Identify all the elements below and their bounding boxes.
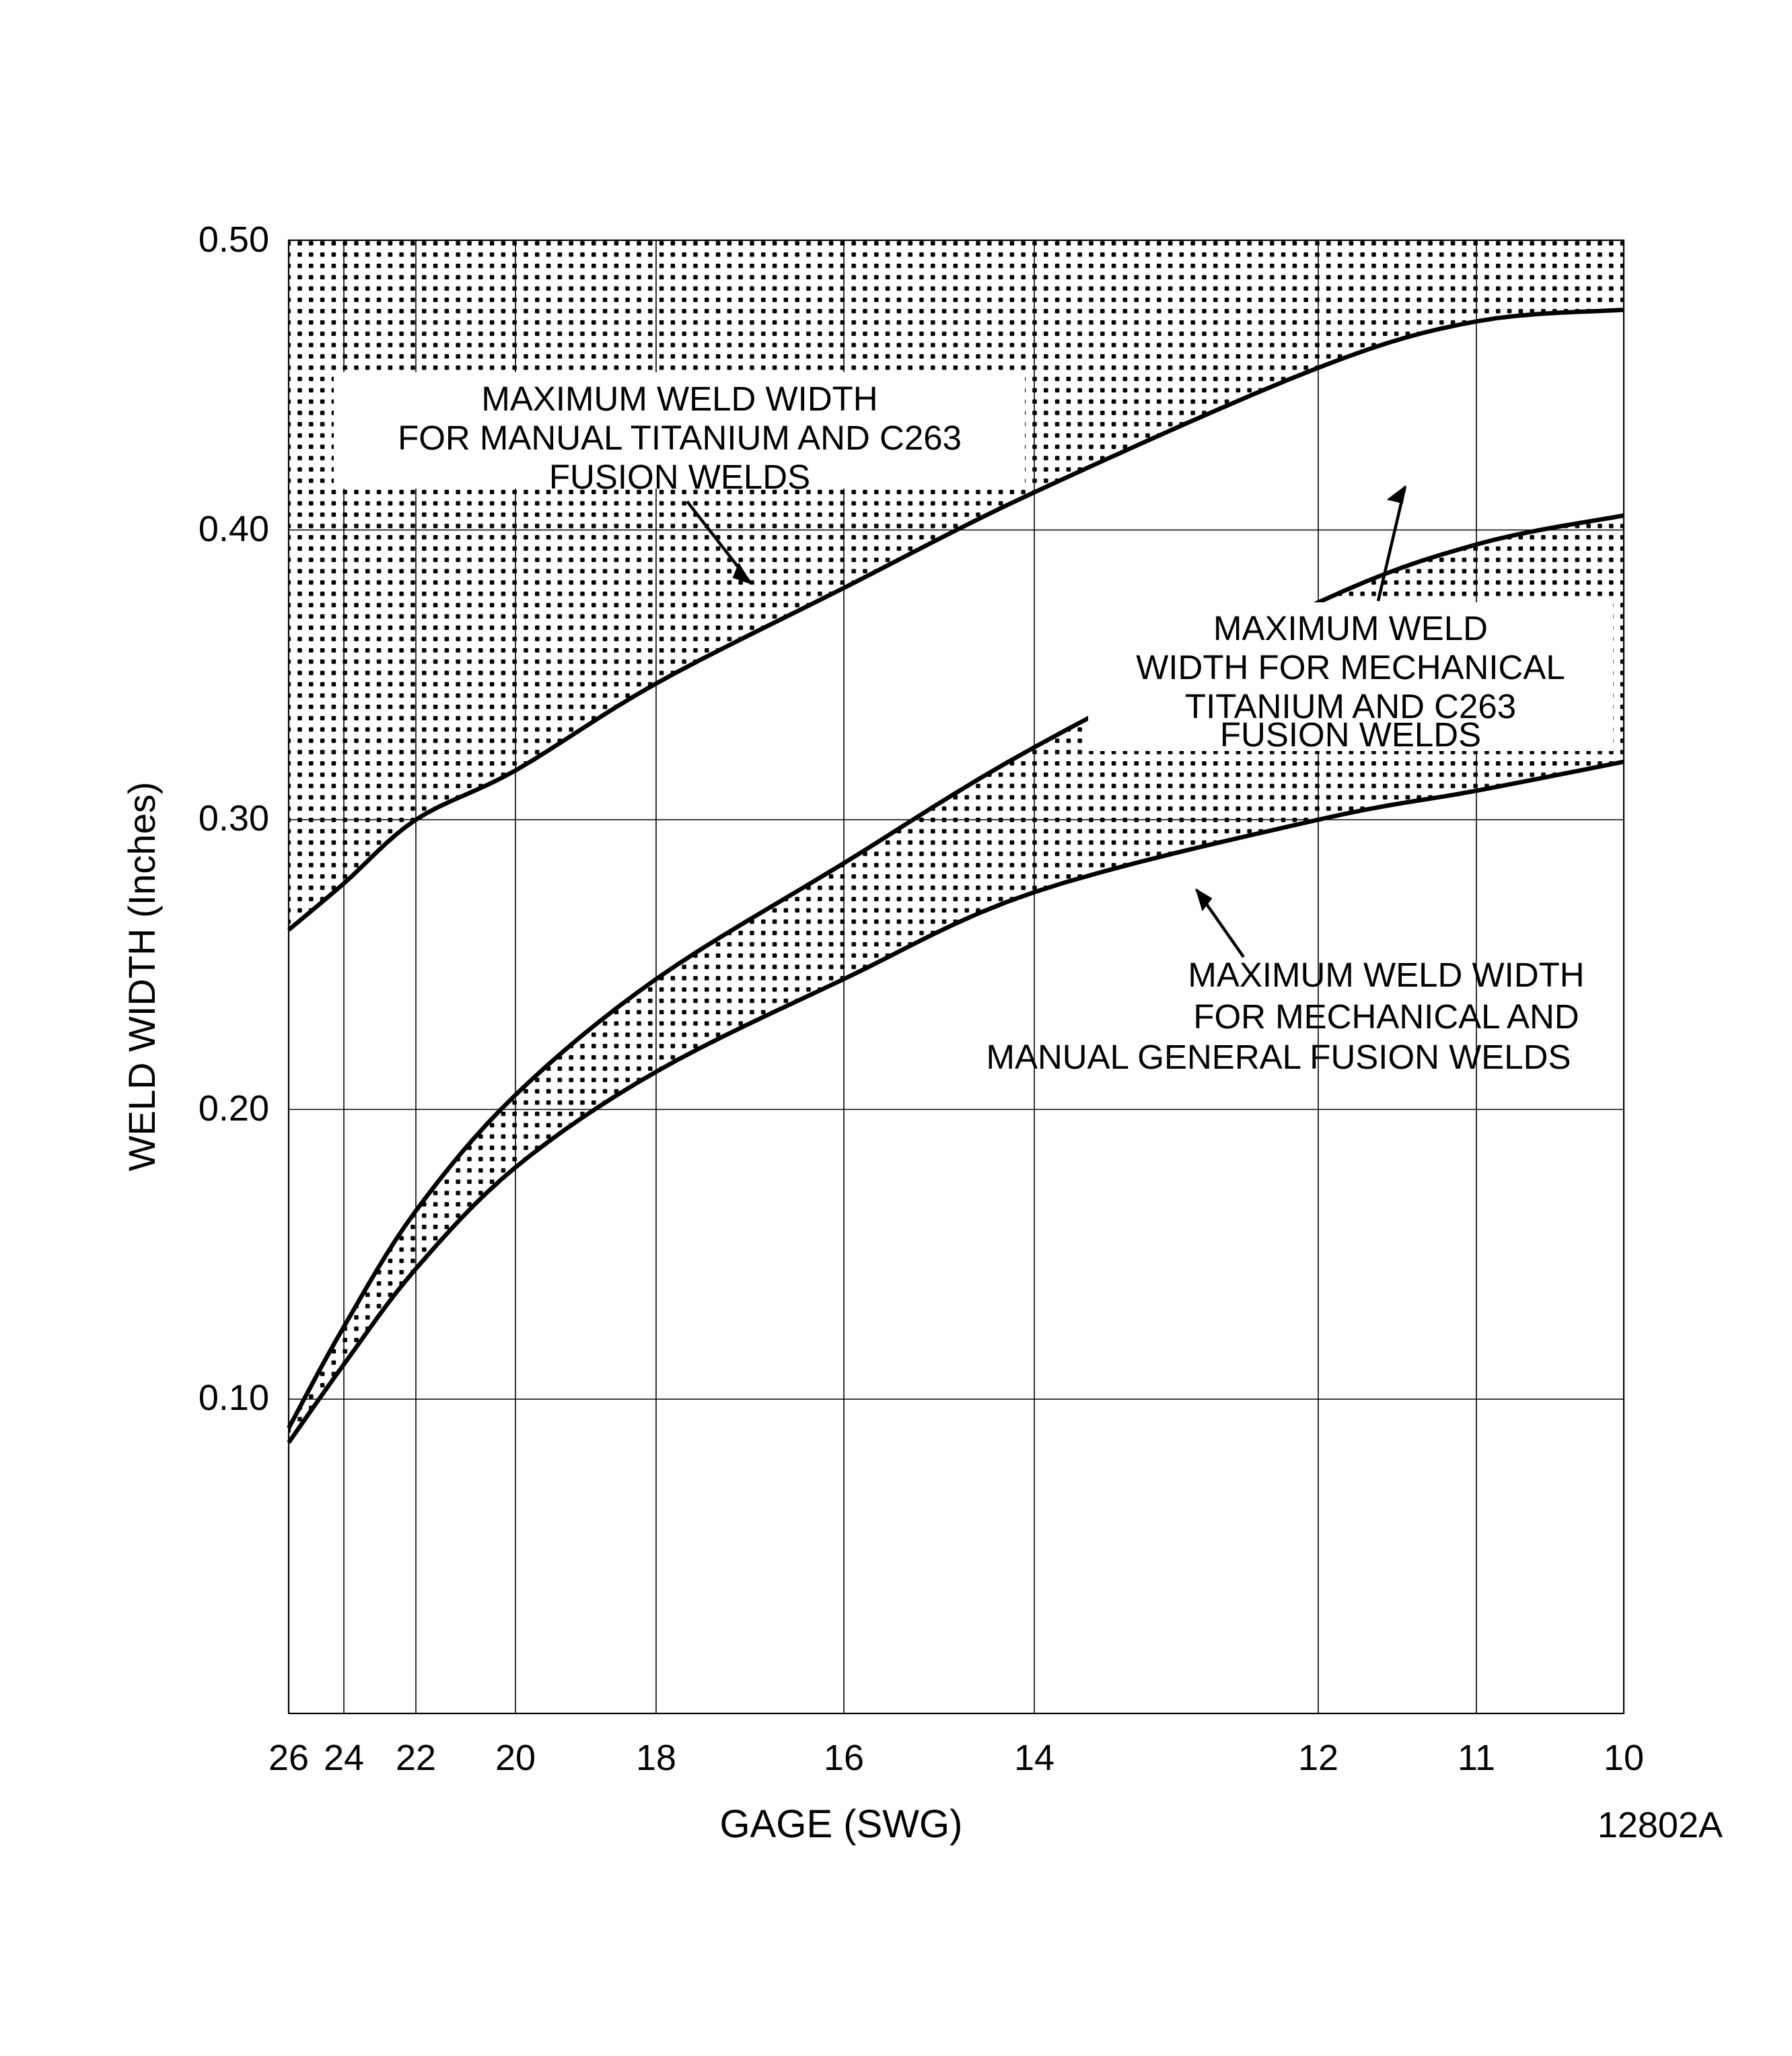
svg-text:12: 12 — [1298, 1738, 1338, 1778]
svg-text:0.20: 0.20 — [199, 1088, 269, 1129]
svg-text:0.10: 0.10 — [199, 1378, 269, 1418]
svg-text:24: 24 — [324, 1738, 364, 1778]
svg-text:FOR MANUAL TITANIUM AND C263: FOR MANUAL TITANIUM AND C263 — [398, 419, 962, 457]
svg-text:FUSION WELDS: FUSION WELDS — [1220, 715, 1481, 754]
svg-text:0.40: 0.40 — [199, 509, 269, 549]
svg-text:0.30: 0.30 — [199, 798, 269, 839]
svg-text:18: 18 — [636, 1738, 676, 1778]
svg-text:MAXIMUM WELD WIDTH: MAXIMUM WELD WIDTH — [1188, 956, 1584, 994]
svg-text:FUSION WELDS: FUSION WELDS — [549, 458, 810, 496]
svg-text:MANUAL GENERAL FUSION WELDS: MANUAL GENERAL FUSION WELDS — [986, 1038, 1571, 1076]
svg-text:14: 14 — [1014, 1738, 1054, 1778]
svg-text:26: 26 — [268, 1738, 309, 1778]
svg-text:FOR MECHANICAL AND: FOR MECHANICAL AND — [1193, 997, 1579, 1036]
svg-text:MAXIMUM WELD: MAXIMUM WELD — [1213, 609, 1488, 647]
svg-text:11: 11 — [1458, 1738, 1495, 1778]
svg-text:WIDTH FOR MECHANICAL: WIDTH FOR MECHANICAL — [1136, 648, 1565, 686]
svg-text:22: 22 — [396, 1738, 436, 1778]
svg-text:16: 16 — [824, 1738, 864, 1778]
svg-text:10: 10 — [1604, 1738, 1644, 1778]
svg-text:MAXIMUM WELD WIDTH: MAXIMUM WELD WIDTH — [481, 380, 877, 418]
svg-text:GAGE (SWG): GAGE (SWG) — [720, 1802, 963, 1846]
svg-text:WELD WIDTH (Inches): WELD WIDTH (Inches) — [120, 782, 163, 1172]
svg-text:20: 20 — [495, 1738, 536, 1778]
svg-text:12802A: 12802A — [1598, 1805, 1723, 1845]
svg-text:0.50: 0.50 — [199, 219, 269, 260]
